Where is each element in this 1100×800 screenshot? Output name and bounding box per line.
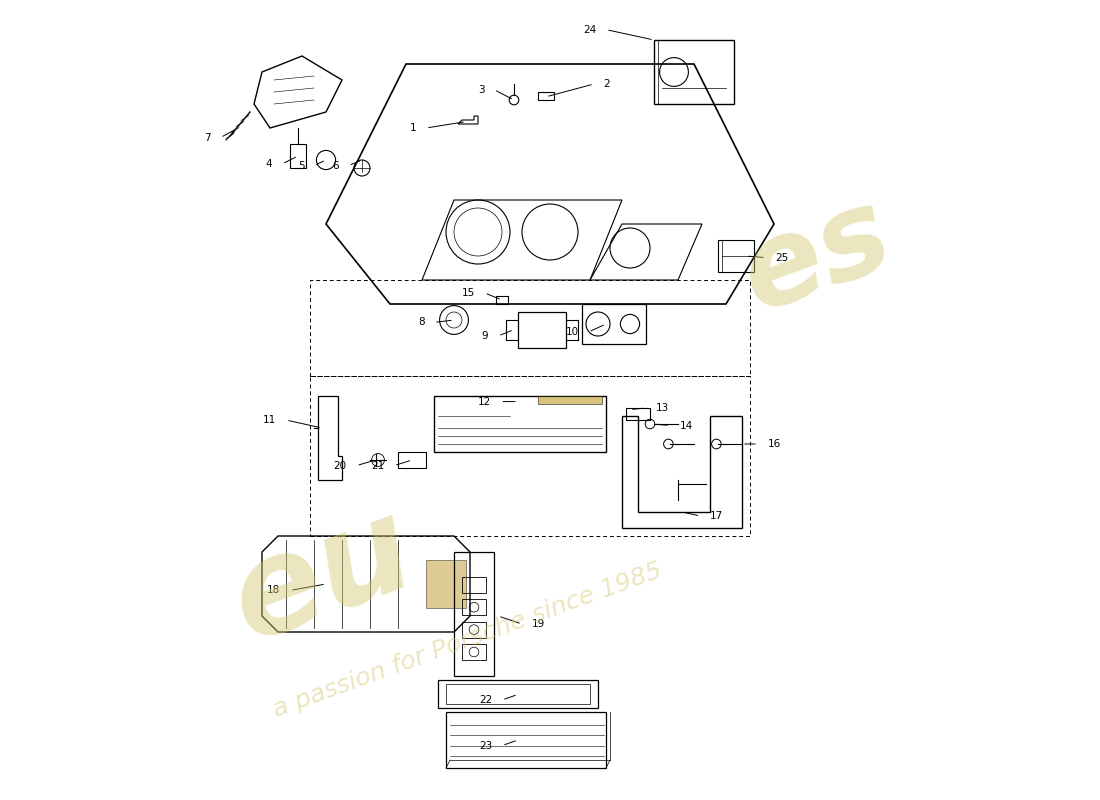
Text: 5: 5 (298, 161, 305, 170)
Text: 15: 15 (462, 288, 475, 298)
Text: 1: 1 (410, 123, 417, 133)
Text: a passion for Porsche since 1985: a passion for Porsche since 1985 (270, 558, 666, 722)
Text: 22: 22 (480, 695, 493, 705)
Text: 16: 16 (768, 439, 781, 449)
Text: es: es (726, 176, 906, 336)
Text: 8: 8 (418, 318, 425, 327)
Text: 24: 24 (583, 25, 596, 34)
Text: 7: 7 (205, 133, 211, 142)
Polygon shape (538, 396, 602, 404)
Text: 9: 9 (482, 331, 488, 341)
Text: 3: 3 (477, 85, 484, 94)
Text: 6: 6 (332, 161, 339, 170)
Text: 18: 18 (267, 586, 280, 595)
Text: eu: eu (214, 485, 430, 667)
Text: 11: 11 (263, 415, 276, 425)
Text: 14: 14 (680, 421, 693, 430)
Text: 25: 25 (776, 253, 789, 262)
Text: 4: 4 (266, 159, 273, 169)
Text: 20: 20 (333, 461, 346, 470)
Text: 23: 23 (480, 741, 493, 750)
Text: 2: 2 (604, 79, 611, 89)
Text: 17: 17 (710, 511, 724, 521)
Text: 21: 21 (371, 461, 384, 470)
Text: 10: 10 (565, 327, 579, 337)
Text: 19: 19 (531, 619, 544, 629)
Text: 13: 13 (656, 403, 669, 413)
Text: 12: 12 (477, 397, 491, 406)
Polygon shape (426, 560, 466, 608)
